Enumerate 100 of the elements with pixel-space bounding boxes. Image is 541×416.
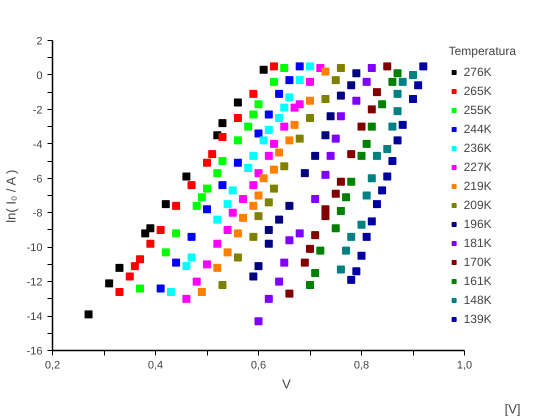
point bbox=[264, 152, 273, 160]
point bbox=[378, 100, 386, 108]
point bbox=[321, 205, 330, 214]
point bbox=[362, 140, 371, 148]
x-axis-title: V bbox=[282, 376, 292, 392]
point bbox=[394, 136, 402, 144]
point bbox=[228, 208, 237, 217]
x-tick-label: 0,4 bbox=[148, 360, 164, 372]
point bbox=[358, 122, 366, 131]
point bbox=[321, 131, 330, 140]
point bbox=[362, 232, 371, 241]
x-tick-label: 0,8 bbox=[354, 360, 370, 372]
point bbox=[311, 231, 320, 240]
point bbox=[239, 214, 248, 222]
point bbox=[398, 78, 407, 86]
point bbox=[270, 140, 278, 148]
point bbox=[239, 194, 248, 203]
point bbox=[213, 216, 222, 224]
point bbox=[166, 288, 175, 296]
point bbox=[352, 69, 360, 78]
point bbox=[264, 110, 273, 119]
point bbox=[409, 95, 417, 104]
legend-label: 196K bbox=[464, 216, 492, 232]
point bbox=[285, 202, 294, 210]
point bbox=[234, 114, 242, 122]
point bbox=[203, 260, 211, 268]
legend-label: 170K bbox=[464, 254, 492, 270]
legend-label: 209K bbox=[464, 196, 492, 213]
point bbox=[192, 278, 201, 286]
point bbox=[316, 246, 324, 255]
point bbox=[290, 120, 299, 129]
point bbox=[249, 90, 258, 98]
point bbox=[254, 262, 262, 270]
point bbox=[270, 166, 278, 174]
point bbox=[372, 152, 381, 160]
point bbox=[141, 229, 150, 238]
point bbox=[336, 178, 345, 186]
point bbox=[162, 200, 170, 208]
point bbox=[383, 145, 392, 153]
y-tick-label: -16 bbox=[26, 346, 43, 358]
point bbox=[414, 81, 422, 90]
point bbox=[126, 272, 134, 280]
point bbox=[332, 134, 340, 143]
y-tick-label: 0 bbox=[36, 70, 43, 82]
point bbox=[270, 78, 278, 86]
point bbox=[321, 170, 330, 179]
point bbox=[260, 174, 268, 182]
point bbox=[280, 104, 288, 112]
point bbox=[224, 248, 232, 256]
point bbox=[84, 310, 93, 318]
point bbox=[388, 78, 396, 86]
point bbox=[358, 152, 366, 160]
point bbox=[254, 212, 262, 220]
point bbox=[213, 240, 222, 248]
point bbox=[213, 264, 222, 272]
legend-label: 161K bbox=[464, 272, 492, 289]
point bbox=[146, 240, 154, 248]
point bbox=[336, 112, 345, 120]
point bbox=[311, 152, 320, 160]
point bbox=[342, 246, 350, 255]
point bbox=[188, 232, 196, 241]
point bbox=[383, 62, 392, 70]
point bbox=[296, 229, 304, 238]
point bbox=[372, 200, 381, 208]
point bbox=[306, 78, 314, 86]
point bbox=[352, 267, 360, 276]
point bbox=[347, 232, 356, 241]
point bbox=[224, 200, 232, 208]
legend-label: 265K bbox=[464, 82, 492, 99]
point bbox=[234, 254, 242, 262]
point bbox=[280, 162, 288, 170]
point bbox=[172, 258, 180, 267]
point bbox=[224, 226, 232, 234]
point bbox=[254, 317, 262, 326]
point bbox=[228, 186, 237, 194]
x-tick-label: 1,0 bbox=[456, 360, 472, 372]
point bbox=[306, 114, 314, 122]
point bbox=[296, 62, 304, 70]
legend-label: 181K bbox=[464, 234, 492, 251]
point bbox=[208, 150, 216, 158]
point bbox=[254, 100, 262, 108]
point bbox=[249, 152, 258, 160]
point bbox=[275, 278, 284, 286]
point bbox=[336, 64, 345, 72]
point bbox=[368, 217, 376, 226]
point bbox=[394, 107, 402, 116]
y-tick-label: -8 bbox=[32, 208, 42, 220]
point bbox=[218, 119, 226, 128]
point bbox=[198, 288, 206, 296]
point bbox=[342, 193, 350, 202]
legend-label: 236K bbox=[464, 140, 492, 156]
point bbox=[306, 281, 314, 290]
point bbox=[332, 76, 340, 84]
point bbox=[115, 264, 124, 272]
point bbox=[285, 136, 294, 144]
point bbox=[218, 157, 226, 166]
point bbox=[218, 132, 226, 141]
y-axis-title: ln( I₀ / A ) bbox=[4, 170, 19, 223]
point bbox=[249, 272, 258, 280]
y-tick-label: -6 bbox=[32, 173, 42, 186]
